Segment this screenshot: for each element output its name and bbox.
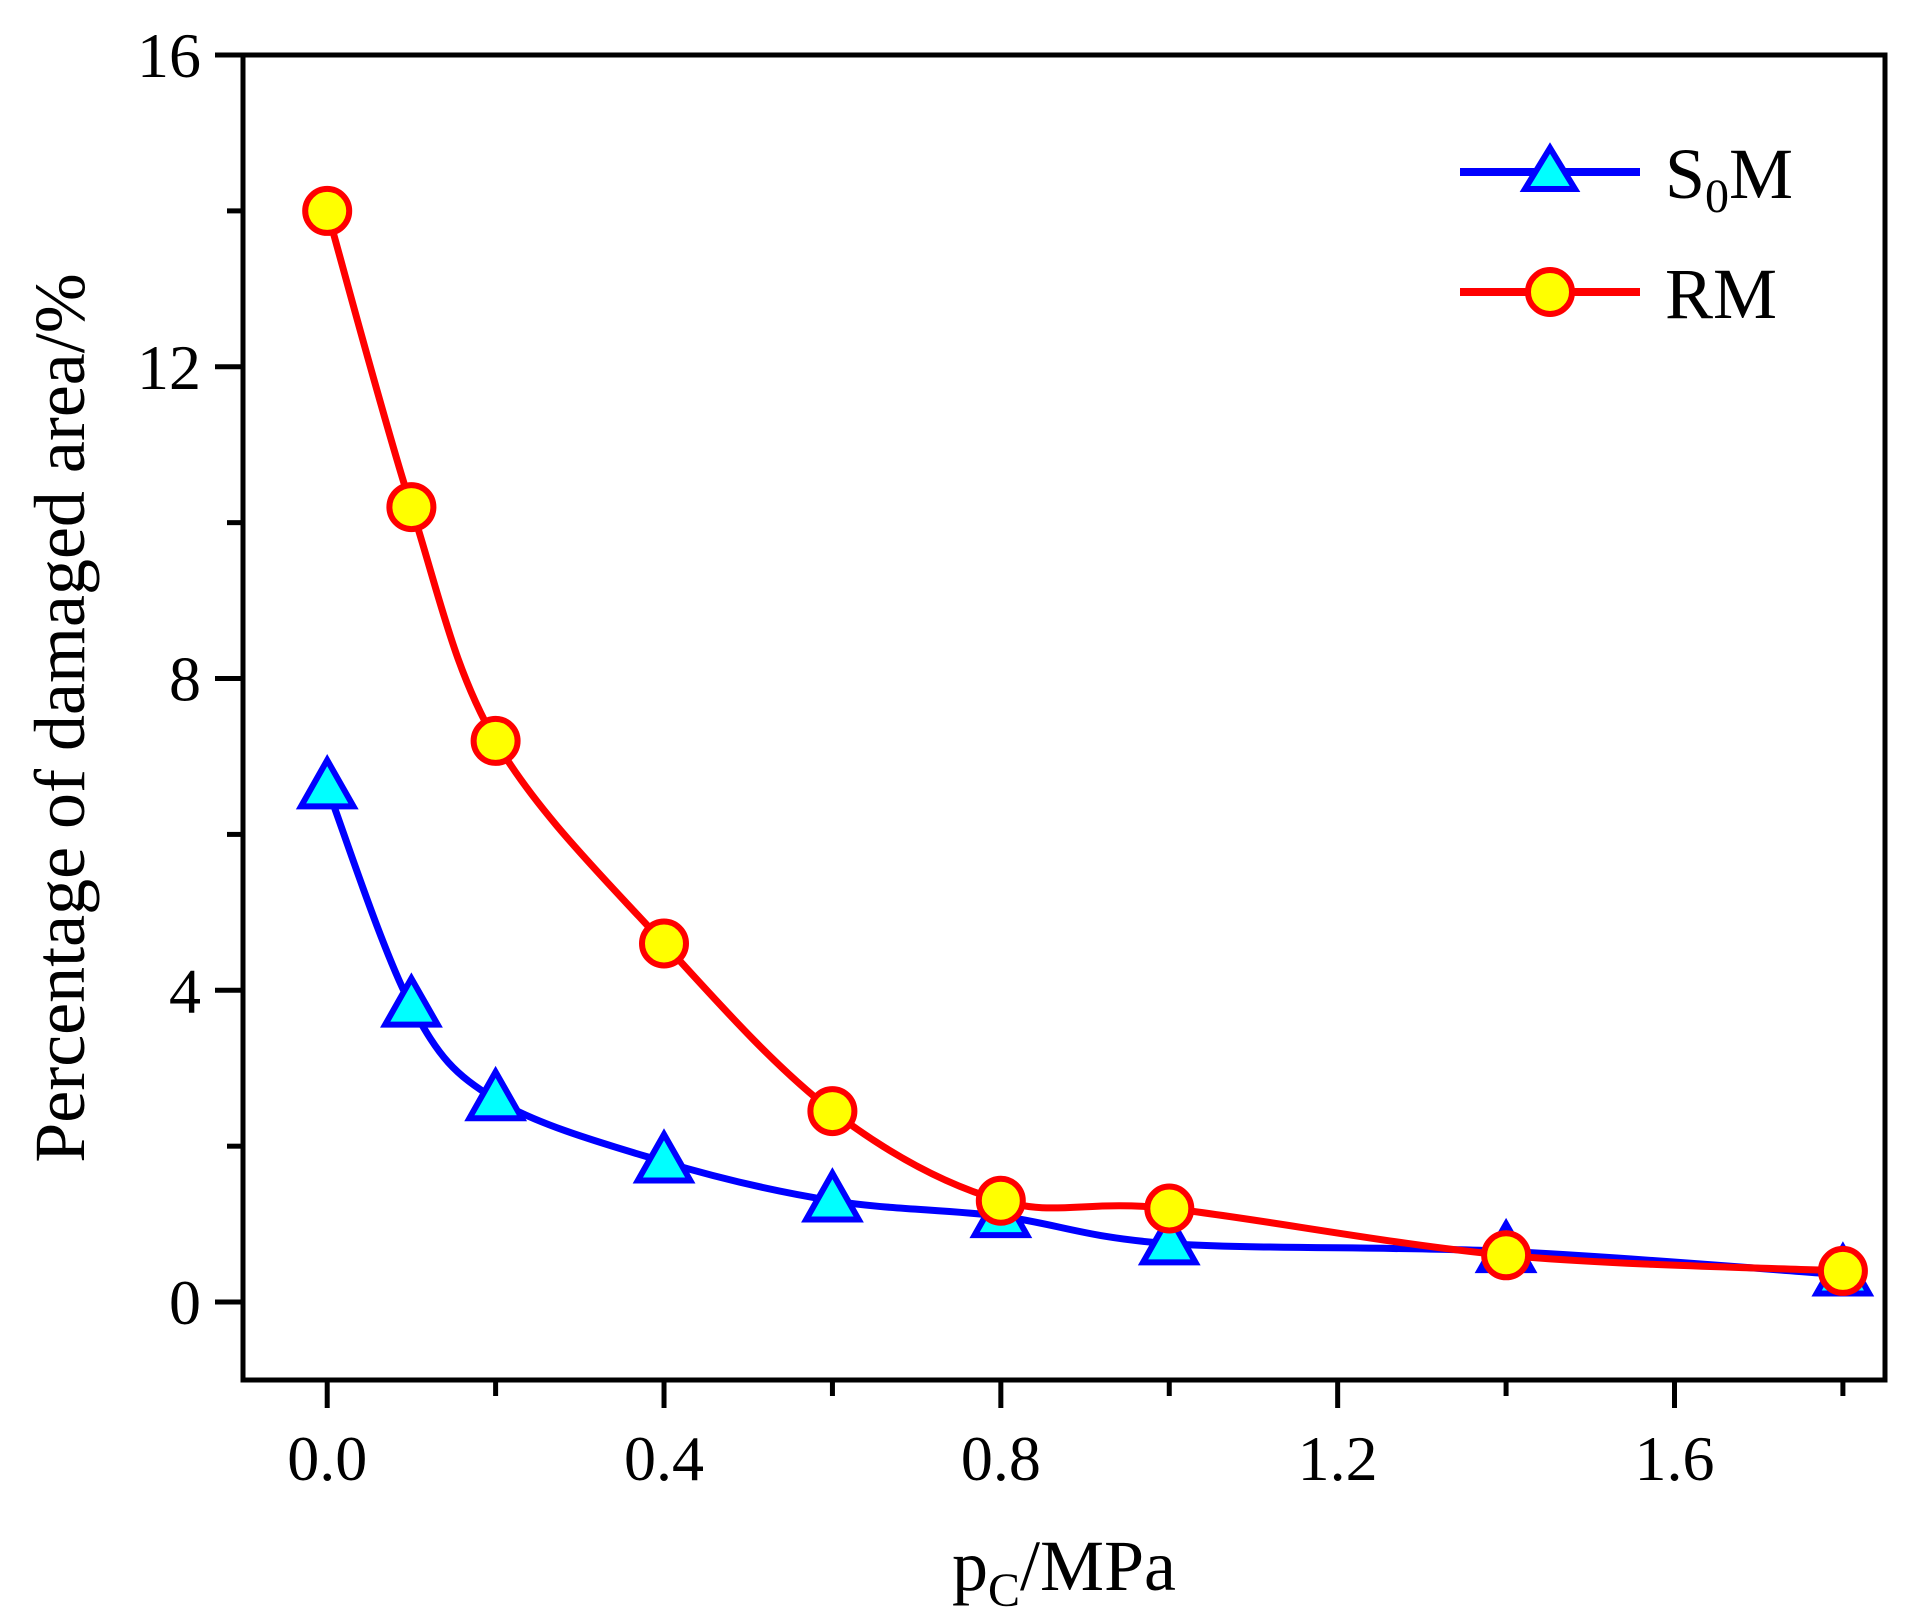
x-axis-label-main: p [952,1526,988,1606]
legend-label-s0m-rest: M [1729,134,1793,214]
legend-label-s0m-main: S [1665,134,1705,214]
legend-marker-triangle [1519,142,1581,192]
x-axis-label: pC/MPa [952,1526,1176,1617]
x-tick-label: 1.2 [1298,1423,1378,1494]
y-tick-label: 12 [137,332,201,403]
data-point-rm [1481,1230,1532,1281]
data-point-rm [807,1086,858,1137]
data-point-rm [975,1175,1026,1226]
data-point-rm [386,482,437,533]
legend-label-rm: RM [1665,254,1777,334]
y-tick-labels: 0 4 8 12 16 [137,20,201,1338]
data-point-s0m [1137,1210,1201,1266]
data-point-rm [639,918,689,969]
data-point-rm [470,715,521,766]
legend-label-s0m-subscript: 0 [1705,170,1729,223]
axis-ticks [215,52,1846,1408]
data-point-s0m [380,972,443,1028]
legend-label-s0m: S0M [1665,134,1793,223]
x-axis-label-subscript: C [988,1564,1020,1617]
legend-entry-s0m: S0M [1460,134,1793,223]
data-point-rm [1144,1183,1195,1234]
data-point-s0m [632,1128,696,1184]
y-tick-label: 0 [169,1267,201,1338]
data-point-rm [302,185,353,236]
x-tick-label: 0.4 [624,1423,704,1494]
x-tick-label: 0.0 [287,1423,367,1494]
plot-frame [240,52,1888,1383]
x-tick-label: 1.6 [1634,1423,1714,1494]
legend-marker-circle [1525,267,1575,317]
y-axis-label: Percentage of damaged area/% [20,273,100,1163]
x-tick-label: 0.8 [961,1423,1041,1494]
y-tick-label: 8 [169,644,201,715]
legend: S0M RM [1460,134,1793,334]
y-tick-label: 16 [137,20,201,91]
x-axis-label-suffix: /MPa [1020,1526,1176,1606]
legend-entry-rm: RM [1460,254,1777,334]
data-point-s0m [464,1065,528,1122]
data-point-s0m [295,754,359,810]
series-rm [302,185,1868,1296]
data-point-s0m [801,1167,864,1223]
x-tick-labels: 0.0 0.4 0.8 1.2 1.6 [287,1423,1714,1494]
y-tick-label: 4 [169,955,201,1026]
plot-series [295,185,1875,1297]
data-point-rm [1817,1245,1868,1296]
